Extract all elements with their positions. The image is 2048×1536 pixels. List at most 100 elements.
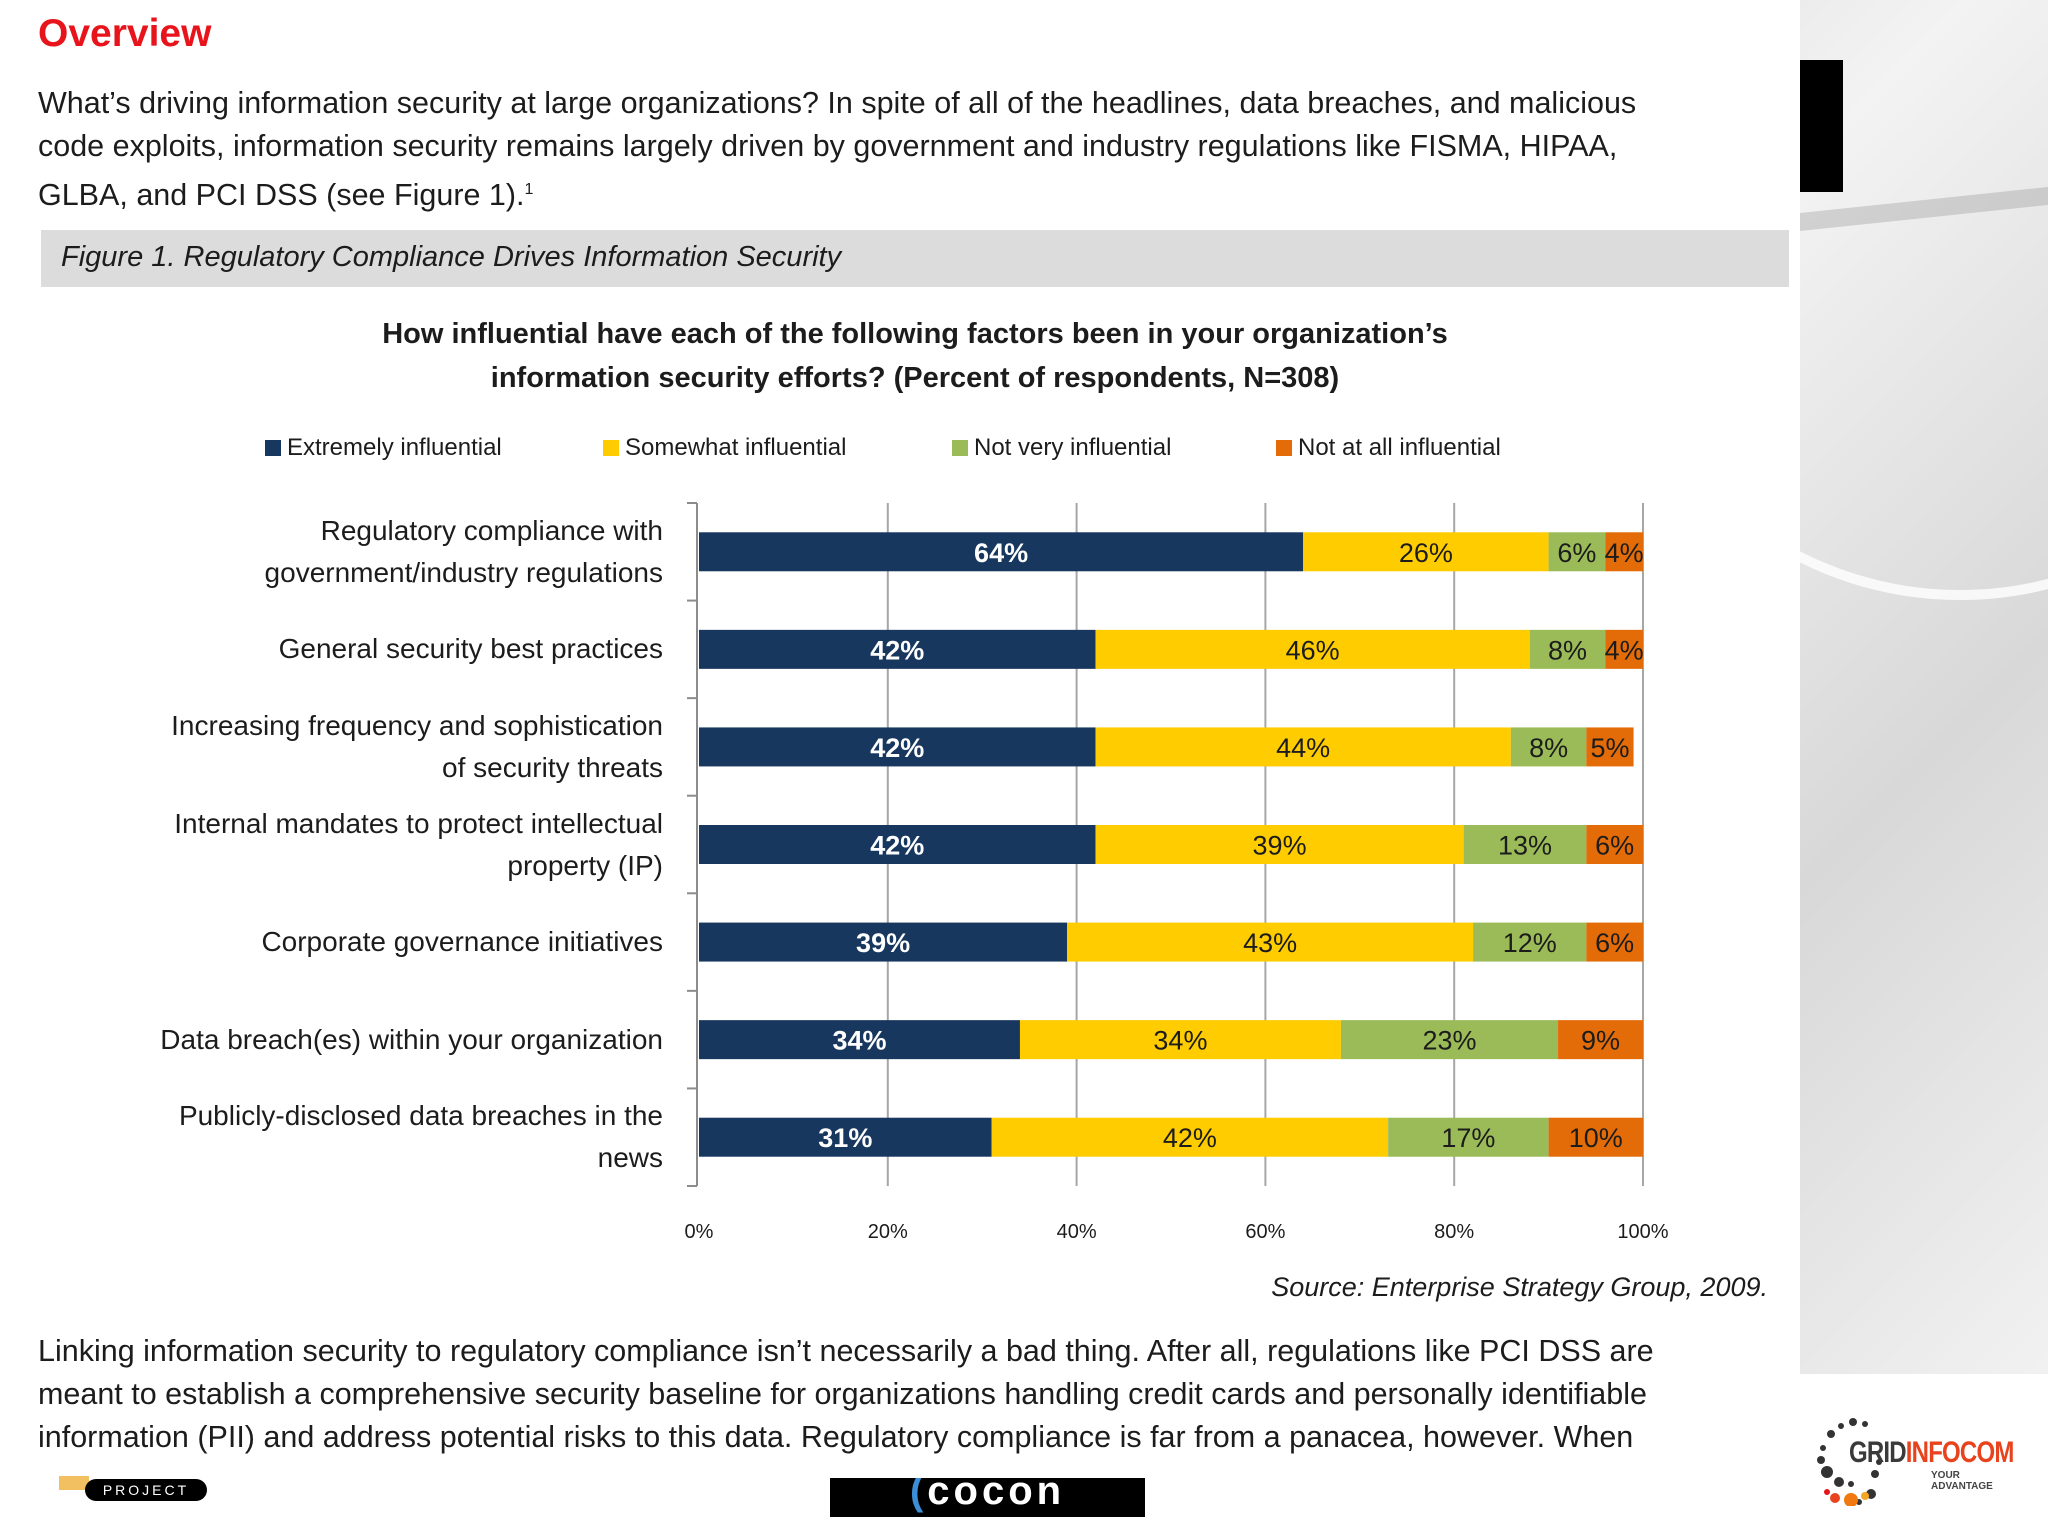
data-label: 6% — [1595, 928, 1634, 958]
text-line-content: GLBA, and PCI DSS (see Figure 1). — [38, 178, 525, 213]
data-label: 26% — [1399, 538, 1453, 568]
cocon-logo: (cocon — [830, 1478, 1145, 1517]
bar-segment — [1095, 727, 1511, 767]
bar-segment — [1605, 629, 1643, 669]
legend-swatch — [265, 440, 281, 456]
data-label: 6% — [1557, 538, 1596, 568]
category-label-line: news — [597, 1142, 663, 1174]
data-label: 42% — [870, 635, 924, 665]
legend-swatch — [1276, 440, 1292, 456]
black-tab — [1800, 60, 1843, 192]
data-label: 4% — [1605, 635, 1644, 665]
category-label: General security best practices — [23, 628, 663, 670]
bar-segment — [1067, 922, 1474, 962]
bar-segment — [699, 1117, 992, 1157]
bar-segment — [1095, 629, 1530, 669]
category-label-line: Increasing frequency and sophistication — [171, 709, 663, 741]
data-label: 4% — [1605, 538, 1644, 568]
legend-label: Not very influential — [974, 434, 1172, 461]
figure-source: Source: Enterprise Strategy Group, 2009. — [1271, 1272, 1768, 1302]
data-label: 43% — [1243, 928, 1297, 958]
bar-segment — [699, 532, 1304, 572]
bar-segment — [1529, 629, 1606, 669]
category-label: Data breach(es) within your organization — [23, 1019, 663, 1061]
text-line: What’s driving information security at l… — [38, 86, 1637, 120]
chart-title: How influential have each of the followi… — [200, 312, 1630, 400]
bar-segment — [1388, 1117, 1549, 1157]
x-tick-label: 100% — [1617, 1221, 1668, 1243]
legend-swatch — [952, 440, 968, 456]
data-label: 6% — [1595, 831, 1634, 861]
legend-item: Somewhat influential — [603, 434, 846, 462]
legend-item: Not at all influential — [1276, 434, 1501, 462]
legend-label: Somewhat influential — [625, 434, 847, 461]
footnote-mark[interactable]: 1 — [524, 181, 534, 198]
legend-item: Not very influential — [952, 434, 1171, 462]
data-label: 42% — [1163, 1123, 1217, 1153]
chart-title-line: information security efforts? (Percent o… — [490, 362, 1340, 394]
text-line: code exploits, information security rema… — [38, 129, 1618, 163]
data-label: 9% — [1581, 1026, 1620, 1056]
bar-segment — [1586, 727, 1634, 767]
bar-segment — [1548, 532, 1606, 572]
data-label: 39% — [856, 928, 910, 958]
category-label-line: Regulatory compliance with — [320, 514, 663, 546]
category-label-line: government/industry regulations — [264, 556, 663, 588]
bar-segment — [1473, 922, 1587, 962]
category-label-line: Internal mandates to protect intellectua… — [174, 807, 663, 839]
bar-segment — [1463, 825, 1587, 864]
category-label: Publicly-disclosed data breaches in the n… — [23, 1095, 663, 1179]
logo-tab — [59, 1476, 89, 1490]
data-label: 5% — [1590, 733, 1629, 763]
bar-segment — [1303, 532, 1549, 572]
bar-segment — [991, 1117, 1389, 1157]
data-label: 46% — [1286, 635, 1340, 665]
bar-segment — [699, 825, 1096, 864]
category-label-line: Data breach(es) within your organization — [160, 1023, 663, 1055]
data-label: 64% — [974, 538, 1028, 568]
category-label: Increasing frequency and sophistication o… — [23, 705, 663, 789]
text-line: GLBA, and PCI DSS (see Figure 1).1 — [38, 168, 1778, 217]
x-tick-label: 80% — [1434, 1221, 1474, 1243]
x-tick-label: 40% — [1057, 1221, 1097, 1243]
data-label: 34% — [1153, 1026, 1207, 1056]
data-label: 8% — [1529, 733, 1568, 763]
dots-ring-icon — [1817, 1418, 1882, 1506]
x-tick-label: 60% — [1245, 1221, 1285, 1243]
bar-segment — [1586, 825, 1643, 864]
bar-segment — [1558, 1020, 1643, 1060]
data-label: 44% — [1276, 733, 1330, 763]
intro-paragraph: What’s driving information security at l… — [38, 82, 1778, 217]
bar-segment — [1605, 532, 1643, 572]
figure-caption-bar: Figure 1. Regulatory Compliance Drives I… — [41, 230, 1789, 287]
data-label: 39% — [1253, 831, 1307, 861]
bar-segment — [1019, 1020, 1341, 1060]
legend-swatch — [603, 440, 619, 456]
category-label: Internal mandates to protect intellectua… — [23, 803, 663, 887]
legend-item: Extremely influential — [265, 434, 502, 462]
bar-segment — [699, 922, 1068, 962]
bar-segment — [1586, 922, 1643, 962]
section-title: Overview — [38, 12, 212, 55]
bar-segment — [1510, 727, 1587, 767]
data-label: 10% — [1569, 1123, 1623, 1153]
data-label: 13% — [1498, 831, 1552, 861]
category-label-line: Publicly-disclosed data breaches in the — [178, 1100, 663, 1132]
category-label: Corporate governance initiatives — [23, 921, 663, 963]
legend-label: Extremely influential — [287, 434, 502, 461]
text-line: information (PII) and address potential … — [38, 1420, 1634, 1454]
bar-segment — [699, 629, 1096, 669]
category-label: Regulatory compliance with government/ind… — [23, 510, 663, 594]
data-label: 8% — [1548, 635, 1587, 665]
bar-segment — [1095, 825, 1464, 864]
background-decoration — [1800, 0, 2048, 1374]
bar-segment — [1548, 1117, 1643, 1157]
text-line: meant to establish a comprehensive secur… — [38, 1377, 1647, 1411]
data-label: 34% — [832, 1026, 886, 1056]
chart-title-line: How influential have each of the followi… — [382, 318, 1448, 350]
bar-chart: 0% 20% 40% 60% 80% 100% 64% 26% 6% 4% 42% 46% 8% 4% 42… — [685, 502, 1669, 1243]
data-label: 23% — [1422, 1026, 1476, 1056]
category-label-line: General security best practices — [278, 633, 663, 665]
data-label: 31% — [818, 1123, 872, 1153]
category-label-line: property (IP) — [507, 849, 663, 881]
